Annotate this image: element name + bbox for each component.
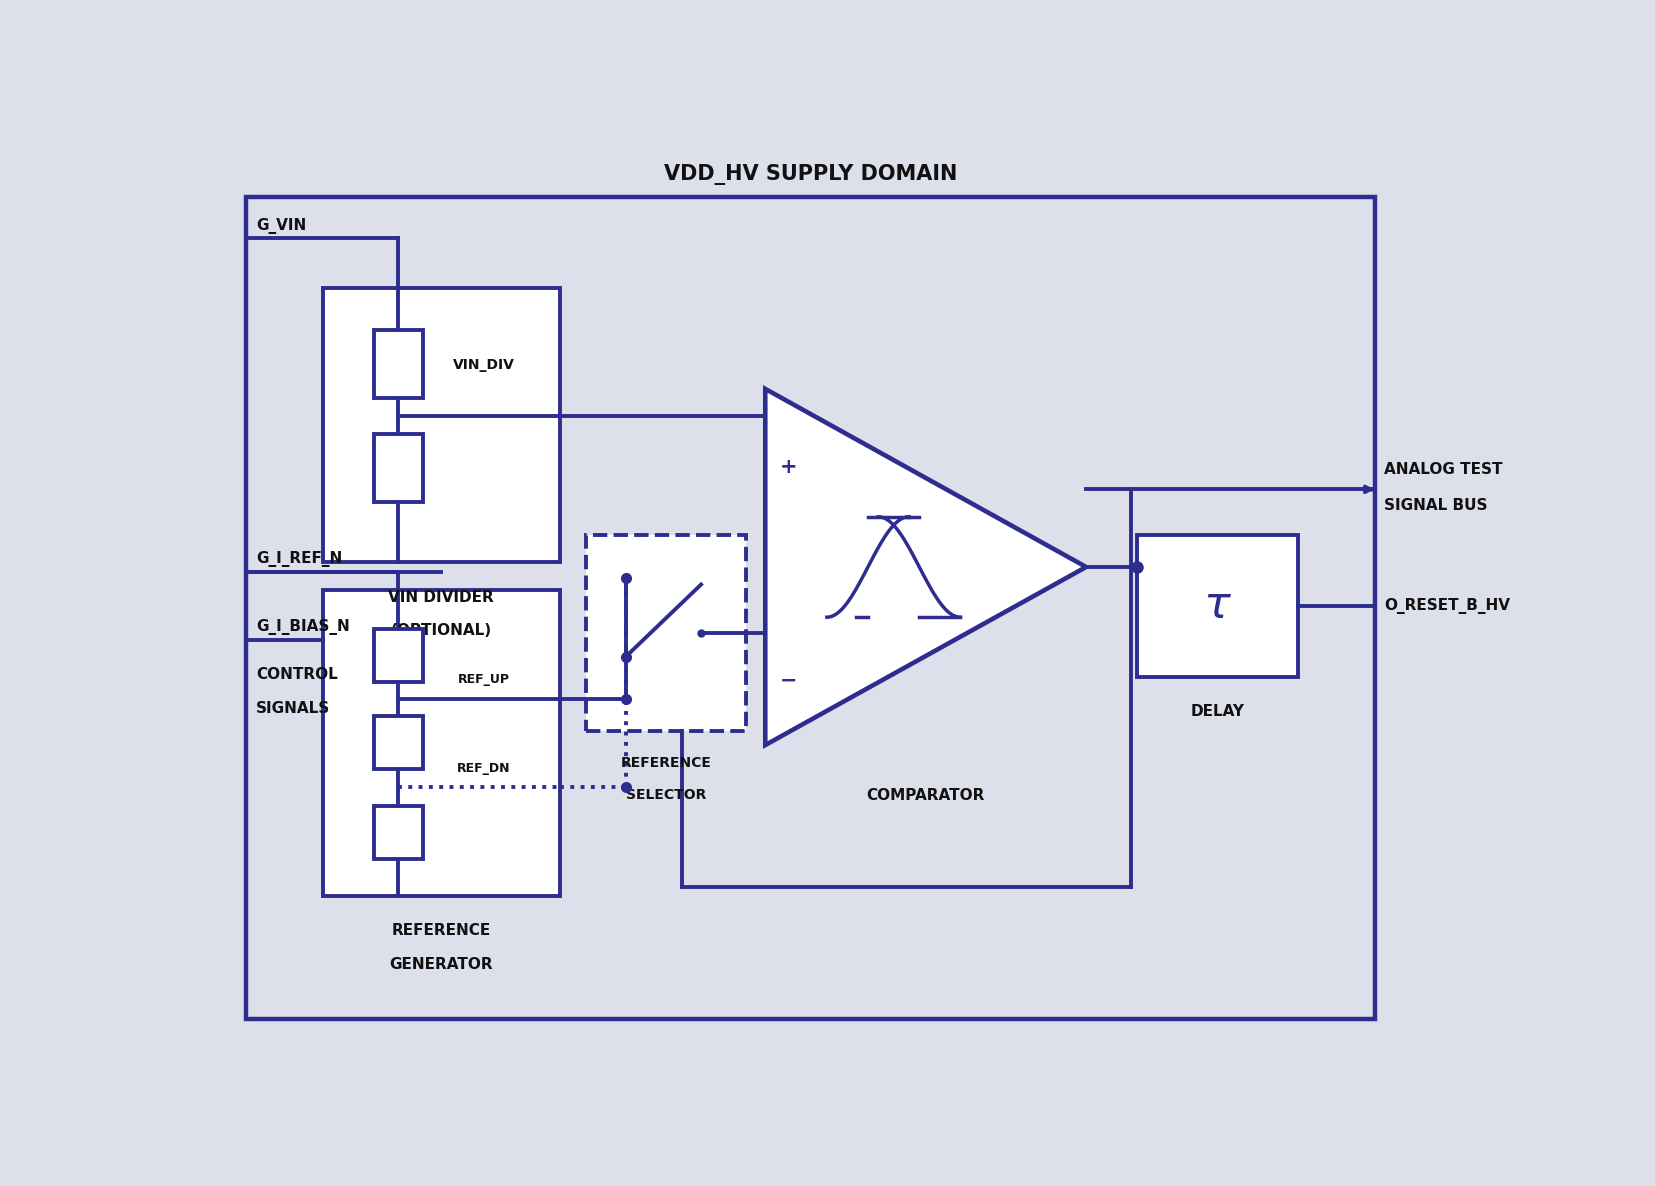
Text: VDD_HV SUPPLY DOMAIN: VDD_HV SUPPLY DOMAIN <box>664 164 957 185</box>
Text: DELAY: DELAY <box>1190 703 1245 719</box>
Bar <box>374 434 422 502</box>
Text: CONTROL: CONTROL <box>255 668 338 682</box>
Text: G_I_BIAS_N: G_I_BIAS_N <box>255 619 349 636</box>
Text: VIN DIVIDER: VIN DIVIDER <box>389 589 493 605</box>
Bar <box>323 589 559 895</box>
Bar <box>323 288 559 562</box>
Text: ANALOG TEST: ANALOG TEST <box>1384 461 1501 477</box>
Text: −: − <box>780 671 796 691</box>
Text: SIGNALS: SIGNALS <box>255 701 329 716</box>
Bar <box>586 535 745 732</box>
Bar <box>374 330 422 398</box>
Text: G_I_REF_N: G_I_REF_N <box>255 551 343 567</box>
Text: REF_UP: REF_UP <box>458 672 510 686</box>
Text: SIGNAL BUS: SIGNAL BUS <box>1384 498 1486 514</box>
Text: O_RESET_B_HV: O_RESET_B_HV <box>1384 598 1509 614</box>
Text: VIN_DIV: VIN_DIV <box>453 358 515 372</box>
Bar <box>374 716 422 769</box>
Text: G_VIN: G_VIN <box>255 218 306 234</box>
Text: COMPARATOR: COMPARATOR <box>866 788 985 803</box>
Text: +: + <box>780 458 796 477</box>
Text: REF_DN: REF_DN <box>457 761 510 774</box>
Bar <box>1137 535 1298 676</box>
Bar <box>374 806 422 859</box>
Bar <box>245 197 1374 1019</box>
Text: $\tau$: $\tau$ <box>1203 585 1231 627</box>
Text: SELECTOR: SELECTOR <box>626 789 705 802</box>
Text: (OPTIONAL): (OPTIONAL) <box>391 624 492 638</box>
Text: REFERENCE: REFERENCE <box>621 757 712 771</box>
Text: GENERATOR: GENERATOR <box>389 957 493 971</box>
Text: REFERENCE: REFERENCE <box>391 923 490 938</box>
Bar <box>374 629 422 682</box>
Polygon shape <box>765 389 1086 745</box>
